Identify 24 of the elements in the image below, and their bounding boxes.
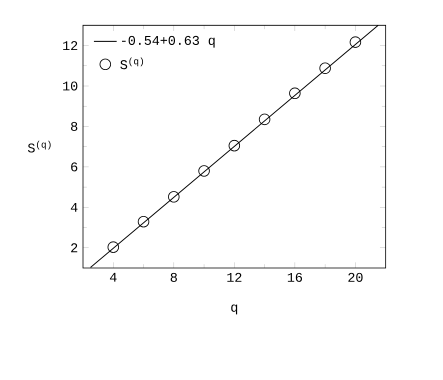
point (138, 216, 150, 228)
x-tick-label: 16 (288, 272, 302, 282)
point (228, 140, 240, 152)
legend-label: S$^{(q)}$ (120, 58, 144, 70)
point (258, 114, 270, 126)
point (198, 165, 210, 177)
point (350, 36, 362, 48)
x-tick-label: 12 (227, 272, 242, 282)
x-axis-title: q (231, 304, 238, 314)
y-axis-title: S$^{(q)}$ (28, 140, 51, 153)
point (289, 88, 301, 100)
point (319, 62, 331, 74)
y-tick-label: 2 (71, 243, 78, 252)
x-tick-label: 4 (110, 272, 117, 282)
y-tick-label: 6 (71, 162, 78, 172)
point (168, 191, 180, 203)
x-tick-label: 8 (170, 272, 177, 282)
y-tick-label: 8 (71, 122, 78, 131)
legend-label: -0.54+0.63 q (122, 36, 215, 48)
y-tick-label: 4 (70, 202, 78, 212)
x-tick-label: 20 (348, 272, 363, 282)
y-tick-label: 12 (63, 41, 78, 50)
point (108, 241, 119, 253)
y-tick-label: 10 (63, 81, 78, 91)
